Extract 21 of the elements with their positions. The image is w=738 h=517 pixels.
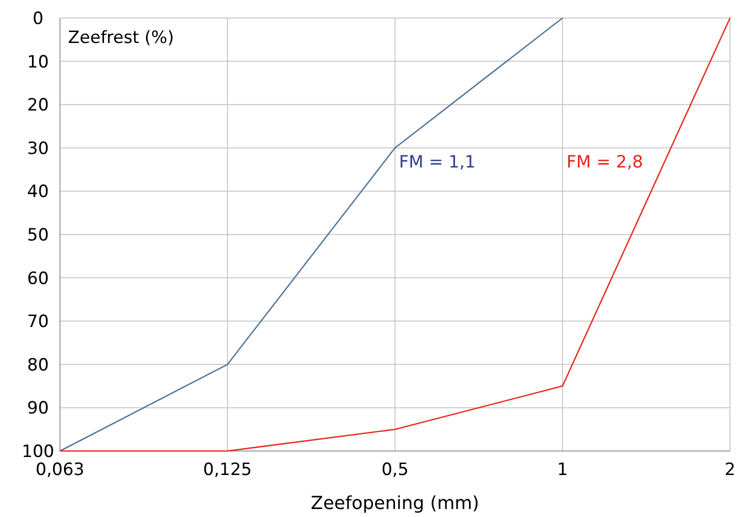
y-tick-label: 50: [27, 225, 49, 246]
x-tick-label: 2: [724, 460, 736, 480]
x-tick-label: 0,5: [381, 460, 409, 480]
y-tick-label: 100: [22, 442, 54, 462]
x-axis-title: Zeefopening (mm): [310, 493, 480, 514]
x-tick-label: 1: [557, 460, 568, 480]
y-tick-label: 0: [32, 8, 44, 29]
y-tick-label: 40: [27, 182, 49, 202]
annotation: FM = 1,1: [399, 152, 476, 173]
y-axis-title: Zeefrest (%): [68, 28, 174, 48]
y-tick-label: 60: [27, 268, 49, 289]
y-tick-label: 90: [27, 398, 49, 419]
line-series: [59, 17, 731, 452]
y-tick-label: 70: [27, 312, 49, 332]
annotation: FM = 2,8: [566, 152, 644, 173]
x-tick-label: 0,125: [203, 460, 252, 480]
y-tick-label: 10: [27, 52, 49, 72]
y-tick-label: 80: [27, 355, 49, 376]
y-tick-label: 20: [27, 96, 49, 116]
y-tick-label: 30: [27, 138, 49, 159]
x-tick-label: 0,063: [36, 460, 84, 480]
